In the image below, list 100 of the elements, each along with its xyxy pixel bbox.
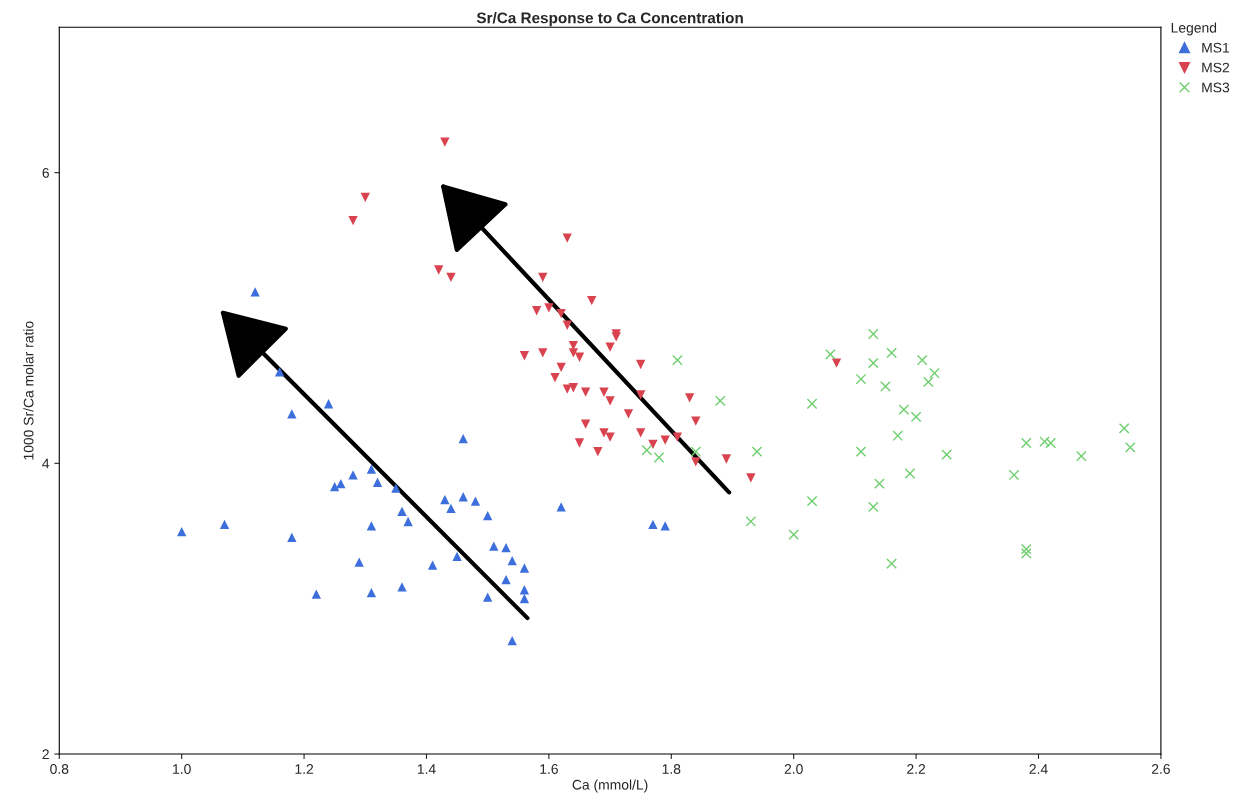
point bbox=[691, 457, 701, 467]
x-tick-label: 0.8 bbox=[50, 764, 69, 774]
legend-title: Legend bbox=[1171, 22, 1217, 36]
point bbox=[1020, 543, 1032, 555]
point bbox=[348, 470, 358, 480]
point bbox=[568, 383, 579, 393]
point bbox=[501, 542, 511, 553]
point bbox=[562, 233, 572, 243]
point bbox=[641, 444, 653, 456]
point bbox=[721, 454, 732, 464]
point bbox=[574, 438, 585, 448]
point bbox=[580, 387, 591, 397]
point bbox=[372, 477, 383, 487]
point bbox=[892, 430, 904, 442]
x-tick-label: 2.2 bbox=[907, 764, 926, 774]
point bbox=[250, 287, 260, 297]
point bbox=[483, 592, 493, 602]
point bbox=[360, 192, 370, 203]
point bbox=[403, 516, 413, 527]
point bbox=[916, 354, 928, 366]
chart-title: Sr/Ca Response to Ca Concentration bbox=[476, 12, 743, 27]
point bbox=[574, 352, 585, 362]
point bbox=[660, 435, 670, 445]
point bbox=[653, 452, 665, 463]
point bbox=[519, 563, 530, 573]
point bbox=[690, 446, 702, 458]
point bbox=[434, 265, 444, 275]
point bbox=[507, 635, 517, 646]
point bbox=[941, 449, 953, 460]
point bbox=[556, 502, 566, 512]
point bbox=[806, 495, 818, 507]
point bbox=[274, 367, 285, 377]
point bbox=[867, 357, 879, 369]
point bbox=[550, 372, 560, 383]
point bbox=[556, 308, 566, 319]
point bbox=[922, 376, 934, 388]
point bbox=[636, 390, 646, 400]
point bbox=[605, 342, 615, 352]
x-tick-label: 2.4 bbox=[1029, 764, 1048, 774]
point bbox=[855, 446, 867, 458]
x-tick-label: 2.6 bbox=[1151, 764, 1170, 774]
point bbox=[446, 272, 456, 282]
point bbox=[1045, 437, 1057, 449]
point bbox=[519, 351, 530, 361]
x-axis-title: Ca (mmol/L) bbox=[572, 779, 648, 793]
point bbox=[636, 359, 646, 370]
point bbox=[391, 483, 401, 493]
point bbox=[440, 137, 450, 147]
point bbox=[501, 574, 511, 585]
point bbox=[806, 398, 818, 410]
point bbox=[593, 447, 603, 457]
point bbox=[599, 387, 609, 397]
point bbox=[507, 556, 517, 566]
x-tick-label: 1.0 bbox=[173, 764, 191, 774]
x-tick-label: 1.2 bbox=[295, 764, 314, 774]
point bbox=[397, 582, 407, 592]
x-tick-label: 2.0 bbox=[784, 764, 803, 774]
point bbox=[660, 521, 670, 531]
point bbox=[556, 362, 566, 373]
point bbox=[287, 532, 297, 543]
point bbox=[672, 354, 683, 366]
point bbox=[874, 478, 885, 490]
point bbox=[886, 558, 897, 569]
point bbox=[1039, 436, 1050, 447]
point bbox=[1020, 548, 1032, 559]
point bbox=[605, 396, 615, 406]
point bbox=[746, 473, 756, 483]
point bbox=[519, 593, 530, 604]
point bbox=[672, 432, 683, 442]
point bbox=[623, 409, 634, 419]
point bbox=[470, 496, 481, 506]
point bbox=[336, 479, 346, 489]
y-tick-label: 6 bbox=[42, 167, 49, 178]
point bbox=[788, 529, 800, 540]
point bbox=[580, 419, 591, 429]
y-axis-title: 1000 Sr/Ca molar ratio bbox=[23, 321, 34, 460]
point bbox=[855, 373, 867, 385]
point bbox=[177, 526, 187, 537]
point bbox=[348, 215, 358, 226]
point bbox=[684, 393, 695, 403]
point bbox=[714, 395, 726, 407]
point bbox=[929, 367, 940, 379]
point bbox=[751, 446, 763, 458]
point bbox=[452, 551, 462, 562]
point bbox=[219, 519, 230, 530]
point bbox=[1124, 441, 1136, 453]
y-tick-label: 4 bbox=[42, 458, 50, 469]
point bbox=[599, 428, 609, 438]
point bbox=[648, 519, 658, 530]
point bbox=[867, 501, 879, 513]
point bbox=[831, 358, 842, 368]
point bbox=[904, 468, 916, 479]
x-tick-label: 1.6 bbox=[540, 764, 558, 774]
point bbox=[648, 439, 658, 450]
point bbox=[483, 511, 493, 521]
point bbox=[446, 503, 456, 514]
point bbox=[538, 348, 548, 358]
point bbox=[745, 516, 757, 527]
point bbox=[1075, 450, 1087, 462]
point bbox=[366, 588, 377, 598]
